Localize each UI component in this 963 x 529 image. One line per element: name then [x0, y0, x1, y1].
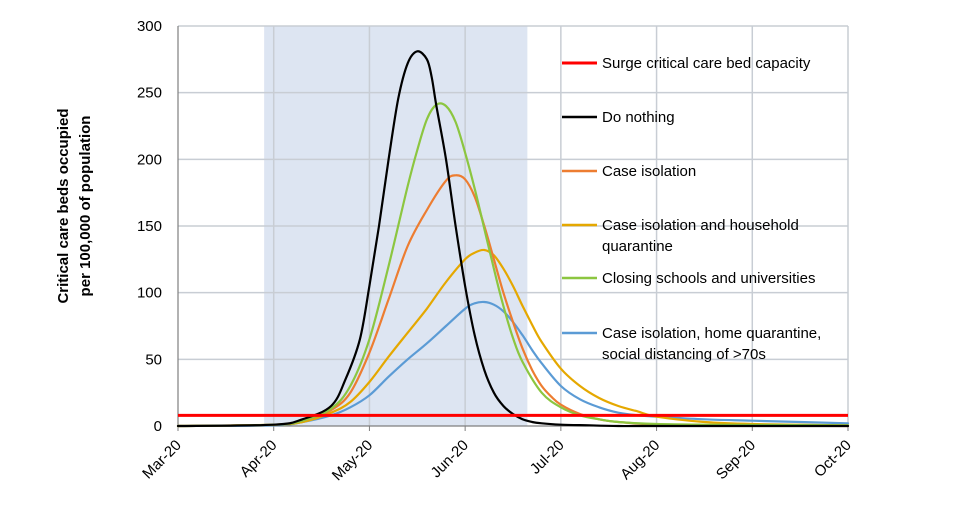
y-tick-label-300: 300	[137, 18, 162, 35]
x-tick-label-Oct-20: Oct-20	[811, 437, 855, 481]
x-tick-label-Mar-20: Mar-20	[139, 437, 185, 483]
legend-label-4-line-1: Case isolation and household	[602, 217, 799, 234]
y-tick-label-150: 150	[137, 218, 162, 235]
x-tick-label-Apr-20: Apr-20	[237, 437, 281, 481]
x-tick-label-Aug-20: Aug-20	[617, 437, 663, 483]
legend-label-4-line-2: quarantine	[602, 238, 673, 255]
y-tick-label-0: 0	[154, 418, 162, 435]
x-tick-label-May-20: May-20	[329, 437, 376, 484]
x-tick-label-Jul-20: Jul-20	[527, 437, 568, 478]
series-line-case-isolation-and-household-quarantine	[176, 248, 850, 428]
y-axis-title-line-2: per 100,000 of population	[77, 116, 94, 297]
legend-label-5: Closing schools and universities	[602, 270, 815, 287]
series-line-do-nothing	[176, 50, 850, 428]
legend-label-3: Case isolation	[602, 163, 696, 180]
y-tick-label-50: 50	[145, 351, 162, 368]
x-tick-label-Sep-20: Sep-20	[713, 437, 759, 483]
y-tick-label-100: 100	[137, 285, 162, 302]
legend-label-6-line-1: Case isolation, home quarantine,	[602, 325, 821, 342]
legend-label-2: Do nothing	[602, 109, 675, 126]
series-line-closing-schools-and-universities	[176, 102, 850, 428]
x-tick-label-Jun-20: Jun-20	[428, 437, 472, 481]
y-tick-label-200: 200	[137, 151, 162, 168]
legend-label-6-line-2: social distancing of >70s	[602, 346, 766, 363]
y-axis-title-line-1: Critical care beds occupied	[55, 108, 72, 303]
legend-label-1: Surge critical care bed capacity	[602, 55, 811, 72]
y-tick-label-250: 250	[137, 85, 162, 102]
